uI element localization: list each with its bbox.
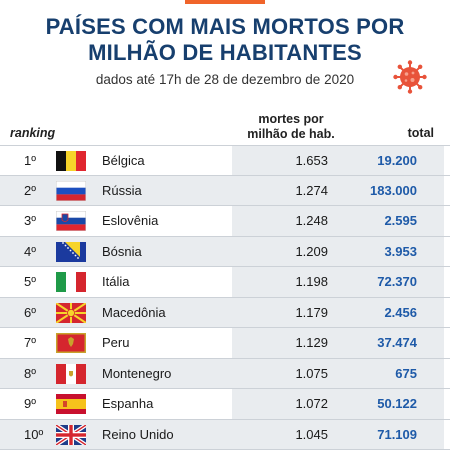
country-cell: Bélgica <box>102 153 145 168</box>
table-row: 7º Peru 1.129 37.474 <box>0 328 450 359</box>
total-cell: 3.953 <box>384 243 417 259</box>
rate-cell: 1.129 <box>295 335 328 350</box>
total-header: total <box>407 126 434 140</box>
table-row: 3º Eslovênia 1.248 2.595 <box>0 206 450 237</box>
rank-cell: 10º <box>24 426 44 442</box>
total-cell: 37.474 <box>377 335 417 350</box>
table-row: 4º Bósnia 1.209 3.953 <box>0 236 450 267</box>
page-title: PAÍSES COM MAIS MORTOS POR MILHÃO DE HAB… <box>0 14 450 66</box>
rate-cell: 1.274 <box>295 182 328 198</box>
rank-cell: 9º <box>24 396 36 411</box>
montenegro-flag-icon <box>56 333 86 353</box>
total-cell: 183.000 <box>370 182 417 198</box>
table-row: 1º Bélgica 1.653 19.200 <box>0 145 450 176</box>
rank-cell: 4º <box>24 243 36 259</box>
russia-flag-icon <box>56 180 86 201</box>
total-cell: 19.200 <box>377 153 417 168</box>
country-cell: Montenegro <box>102 365 172 381</box>
country-cell: Reino Unido <box>102 426 174 442</box>
rank-cell: 1º <box>24 153 36 168</box>
rate-cell: 1.653 <box>295 153 328 168</box>
rank-cell: 7º <box>24 335 36 350</box>
spain-flag-icon <box>56 394 86 414</box>
table-row: 9º Espanha 1.072 50.122 <box>0 389 450 420</box>
table-row: 5º Itália 1.198 72.370 <box>0 267 450 298</box>
total-cell: 675 <box>395 365 417 381</box>
table-row: 6º Macedônia 1.179 2.456 <box>0 297 450 328</box>
slovenia-flag-icon <box>56 211 86 231</box>
rate-header-line-2: milhão de hab. <box>247 127 335 141</box>
total-cell: 71.109 <box>377 426 417 442</box>
rank-cell: 2º <box>24 182 36 198</box>
top-accent-bar <box>185 0 265 4</box>
country-cell: Macedônia <box>102 304 166 320</box>
ranking-header: ranking <box>10 126 56 140</box>
ranking-table: 1º Bélgica 1.653 19.200 2º Rússia 1.274 … <box>0 145 450 450</box>
rate-cell: 1.072 <box>295 396 328 411</box>
numbers-column-background <box>232 145 444 450</box>
rank-cell: 6º <box>24 304 36 320</box>
rank-cell: 5º <box>24 274 36 289</box>
macedonia-flag-icon <box>56 302 86 323</box>
rate-cell: 1.179 <box>295 304 328 320</box>
coronavirus-icon <box>393 60 427 94</box>
uk-flag-icon <box>56 424 86 445</box>
subtitle: dados até 17h de 28 de dezembro de 2020 <box>95 72 355 87</box>
title-line-2: MILHÃO DE HABITANTES <box>88 40 362 65</box>
rate-header: mortes por milhão de hab. <box>244 112 338 142</box>
rate-cell: 1.209 <box>295 243 328 259</box>
total-cell: 50.122 <box>377 396 417 411</box>
rank-cell: 8º <box>24 365 36 381</box>
country-cell: Bósnia <box>102 243 142 259</box>
country-cell: Peru <box>102 335 130 350</box>
total-cell: 2.456 <box>384 304 417 320</box>
table-row: 10º Reino Unido 1.045 71.109 <box>0 419 450 450</box>
title-line-1: PAÍSES COM MAIS MORTOS POR <box>45 14 405 39</box>
country-cell: Rússia <box>102 182 142 198</box>
italy-flag-icon <box>56 272 86 292</box>
total-cell: 72.370 <box>377 274 417 289</box>
belgium-flag-icon <box>56 151 86 171</box>
total-cell: 2.595 <box>384 213 417 228</box>
country-cell: Espanha <box>102 396 154 411</box>
table-row: 8º Montenegro 1.075 675 <box>0 358 450 389</box>
rate-cell: 1.045 <box>295 426 328 442</box>
peru-flag-icon <box>56 363 86 384</box>
country-cell: Eslovênia <box>102 213 159 228</box>
bosnia-flag-icon <box>56 241 86 262</box>
rate-cell: 1.075 <box>295 365 328 381</box>
rate-cell: 1.198 <box>295 274 328 289</box>
table-row: 2º Rússia 1.274 183.000 <box>0 175 450 206</box>
rank-cell: 3º <box>24 213 36 228</box>
country-cell: Itália <box>102 274 130 289</box>
rate-cell: 1.248 <box>295 213 328 228</box>
rate-header-line-1: mortes por <box>258 112 324 126</box>
